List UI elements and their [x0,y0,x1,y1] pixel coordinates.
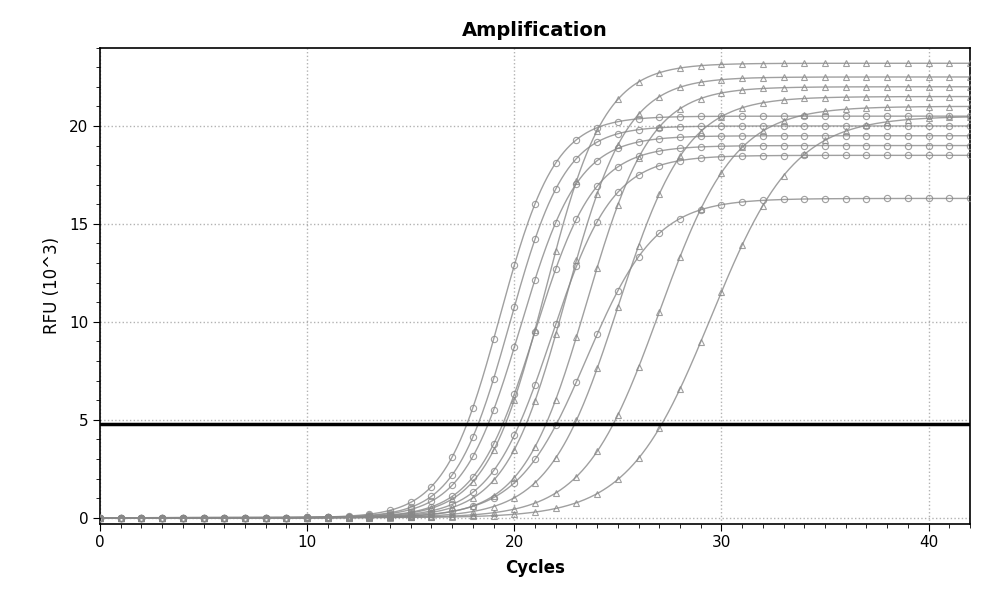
X-axis label: Cycles: Cycles [505,559,565,577]
Title: Amplification: Amplification [462,21,608,40]
Y-axis label: RFU (10^3): RFU (10^3) [43,237,61,334]
